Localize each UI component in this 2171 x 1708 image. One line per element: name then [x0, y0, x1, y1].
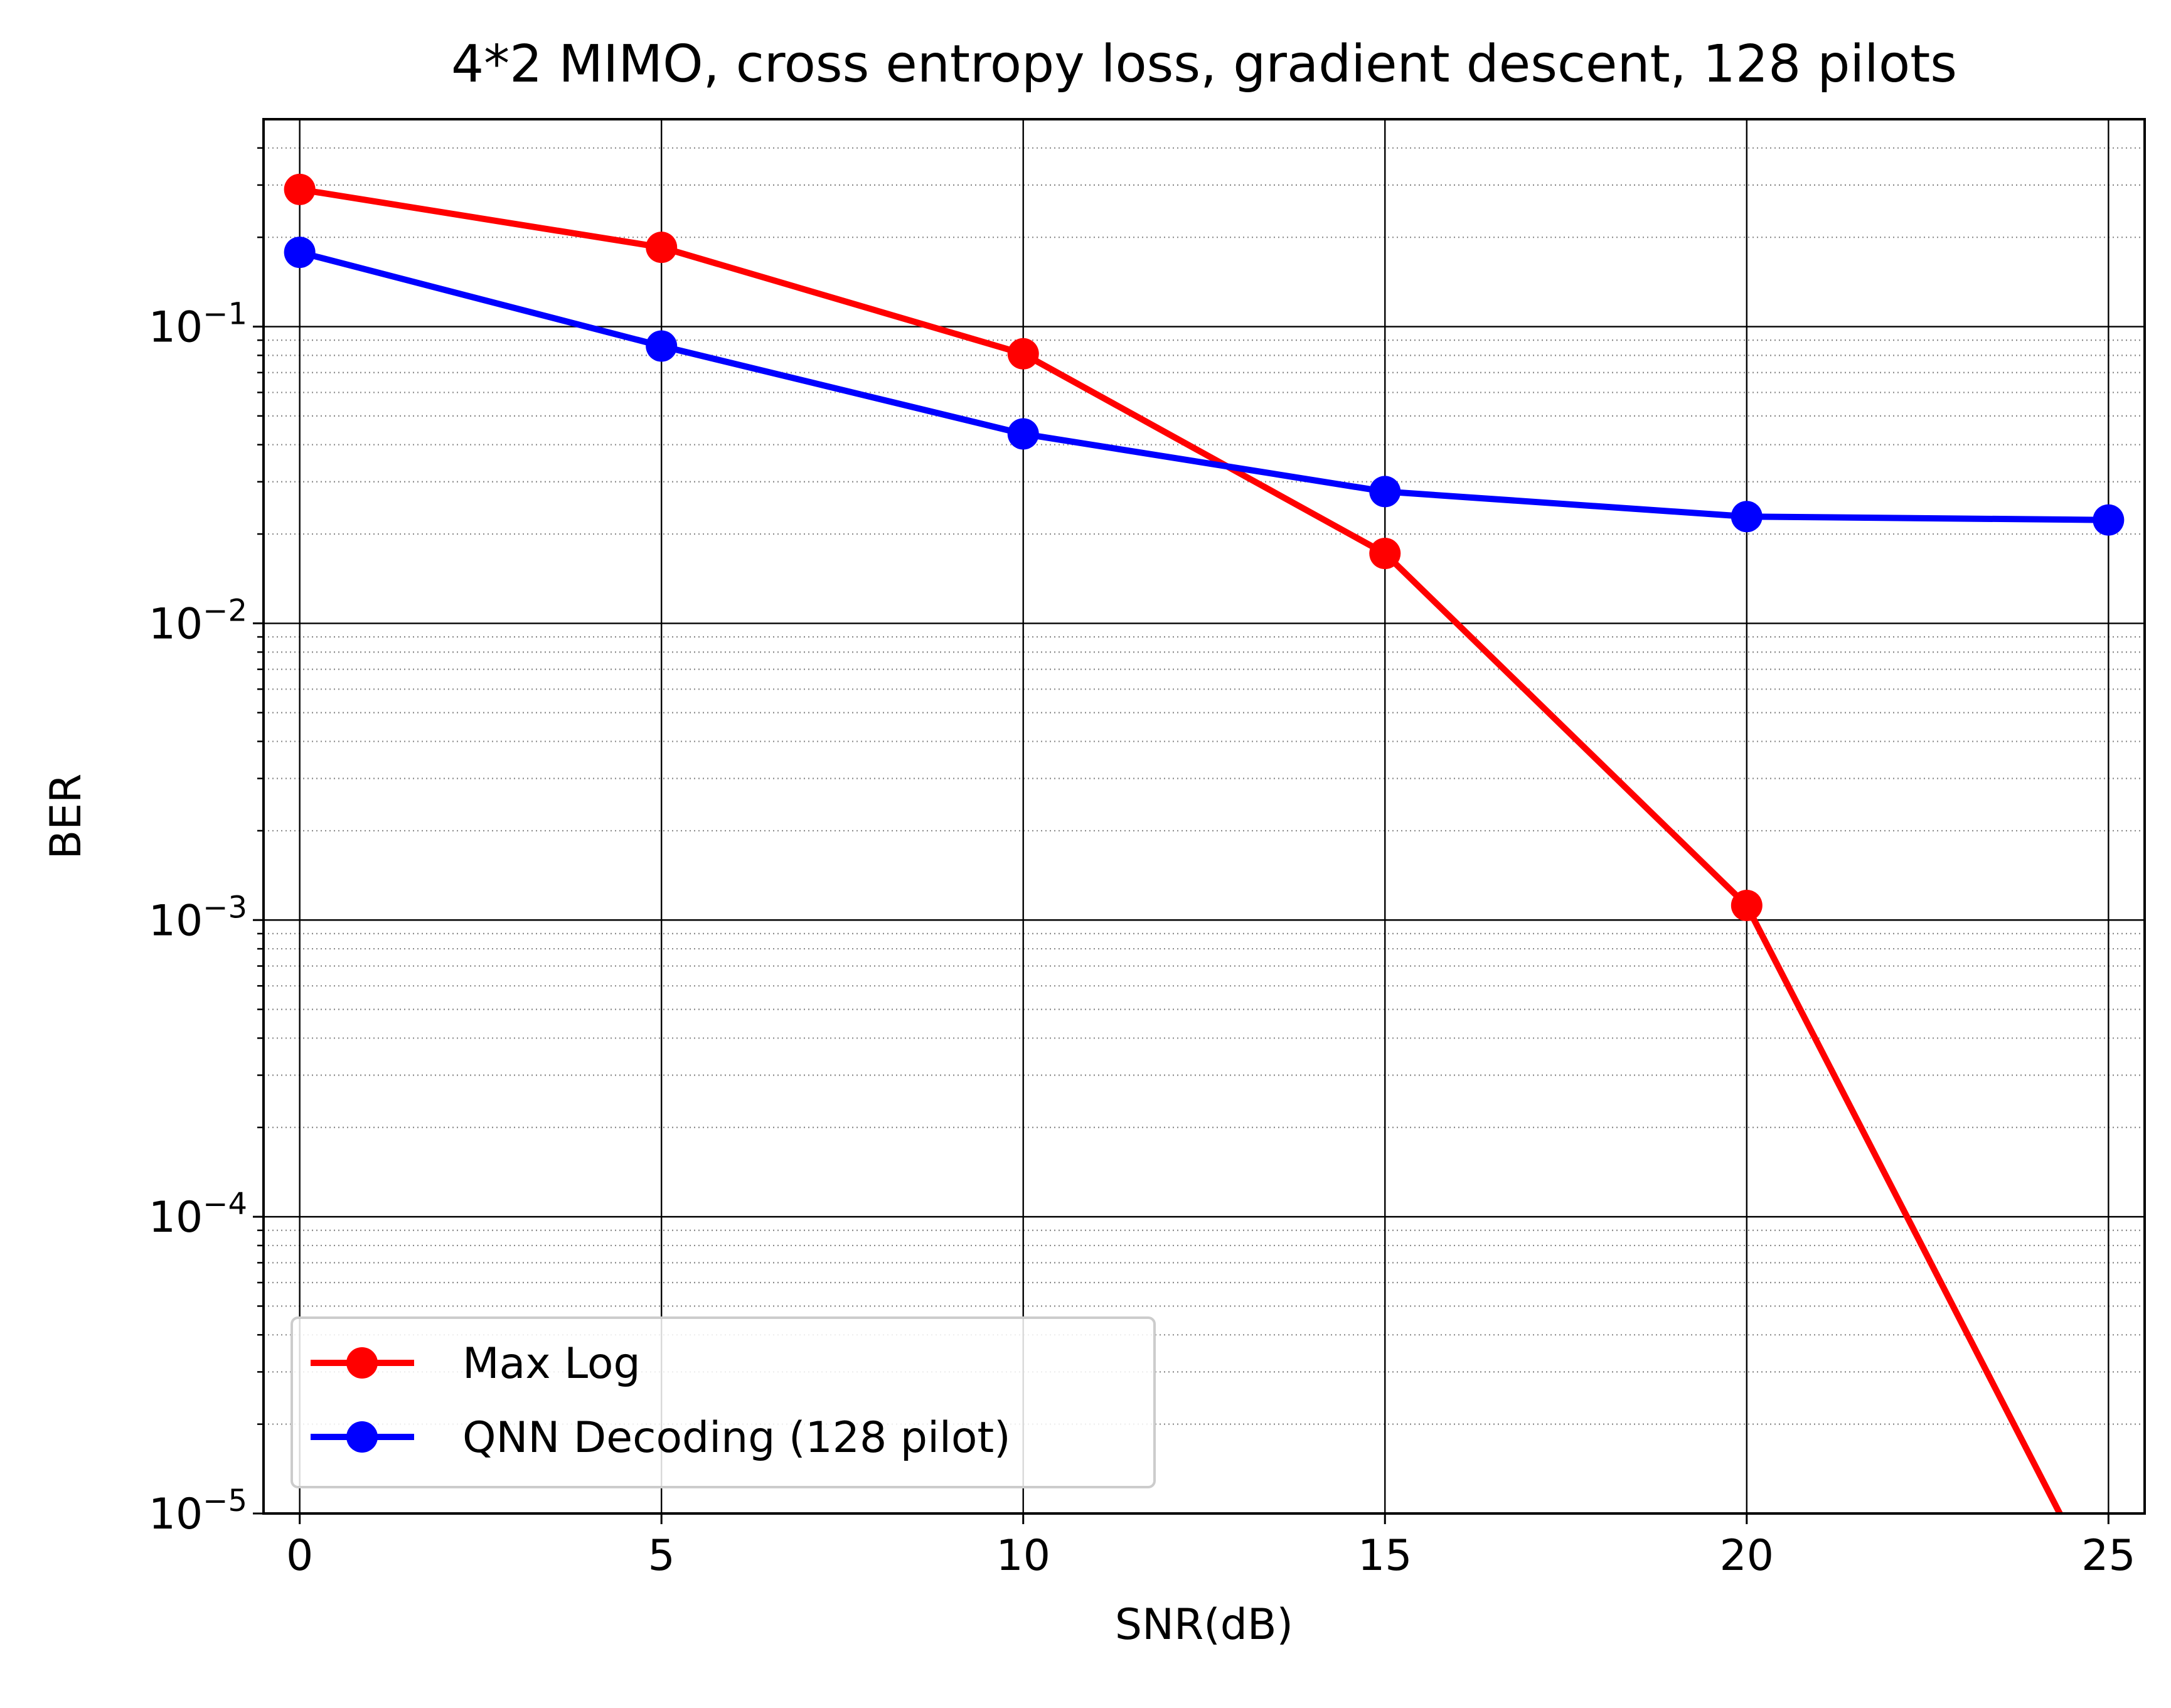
- x-tick-label: 0: [286, 1531, 313, 1581]
- series-line: [299, 249, 2109, 523]
- y-tick-label: 10−1: [149, 297, 247, 353]
- data-point: [1369, 476, 1401, 508]
- x-tick-label: 10: [996, 1531, 1050, 1581]
- y-tick-label: 10−3: [149, 890, 247, 946]
- data-point: [1369, 538, 1401, 570]
- legend-item: Max Log: [311, 1339, 641, 1389]
- data-point: [284, 173, 316, 205]
- legend-marker: [346, 1347, 378, 1379]
- x-tick-label: 5: [648, 1531, 675, 1581]
- data-point: [646, 330, 678, 362]
- legend-label: Max Log: [462, 1339, 641, 1389]
- minor-grid: [264, 147, 2145, 1425]
- legend-marker: [346, 1421, 378, 1453]
- series-layer: [284, 173, 2125, 1624]
- y-axis-label: BER: [41, 774, 91, 860]
- series-1: [284, 237, 2125, 536]
- data-point: [284, 237, 316, 269]
- legend-item: QNN Decoding (128 pilot): [311, 1413, 1011, 1463]
- series-line: [299, 186, 2064, 1513]
- chart-title: 4*2 MIMO, cross entropy loss, gradient d…: [451, 35, 1957, 94]
- y-tick-label: 10−2: [149, 593, 247, 649]
- data-point: [2093, 504, 2125, 536]
- x-tick-label: 20: [1720, 1531, 1774, 1581]
- data-point: [1731, 501, 1763, 533]
- data-point: [1731, 889, 1763, 921]
- legend: Max Log QNN Decoding (128 pilot): [291, 1316, 1156, 1488]
- series-0: [284, 173, 2124, 1624]
- x-tick-label: 25: [2081, 1531, 2136, 1581]
- axis-ticks: 10−5 10−4 10−3 10−2 10−1 0 5 10 15 20 25: [149, 147, 2136, 1581]
- legend-box: [291, 1316, 1156, 1488]
- data-point: [1007, 418, 1039, 450]
- x-axis-label: SNR(dB): [1115, 1600, 1293, 1650]
- x-tick-label: 15: [1358, 1531, 1412, 1581]
- y-tick-label: 10−5: [149, 1483, 247, 1539]
- data-point: [2093, 1593, 2124, 1624]
- major-grid: [264, 119, 2145, 1515]
- data-point: [646, 232, 678, 264]
- data-point: [1007, 338, 1039, 370]
- y-tick-label: 10−4: [149, 1187, 247, 1242]
- plot-frame: [262, 118, 2146, 1515]
- legend-label: QNN Decoding (128 pilot): [462, 1413, 1011, 1463]
